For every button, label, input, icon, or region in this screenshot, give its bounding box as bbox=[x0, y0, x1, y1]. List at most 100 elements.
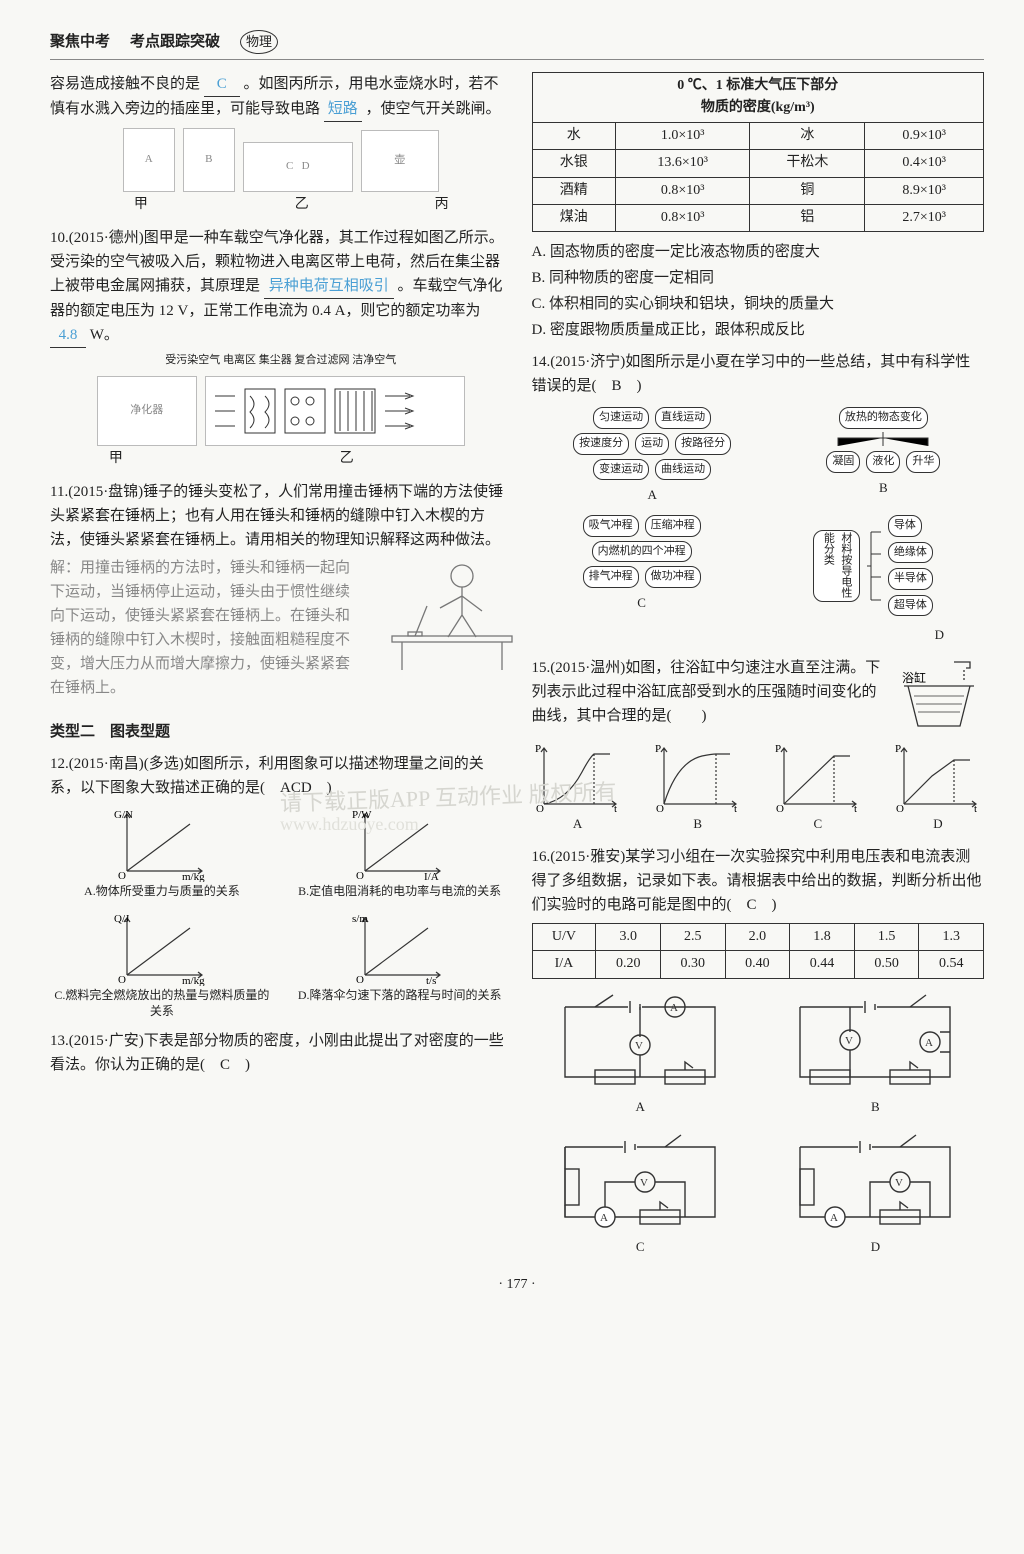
svg-text:A: A bbox=[600, 1212, 608, 1224]
q9-fig-labels: 甲 乙 丙 bbox=[50, 194, 512, 216]
q14-diagrams-row2: 吸气冲程 压缩冲程 内燃机的四个冲程 排气冲程 做功冲程 C 材料按导电性能分类 bbox=[532, 514, 984, 617]
q10-fig-jia: 净化器 bbox=[97, 376, 197, 446]
q9-blank-1: C bbox=[204, 72, 240, 97]
q11-person-svg bbox=[372, 546, 522, 676]
section-2-heading: 类型二 图表型题 bbox=[50, 720, 512, 744]
q10-text-c: W。 bbox=[90, 327, 119, 343]
page-footer: · 177 · bbox=[50, 1274, 984, 1296]
question-14: 14.(2015·济宁)如图所示是小夏在学习中的一些总结，其中有科学性错误的是(… bbox=[532, 350, 984, 646]
svg-text:A: A bbox=[670, 1002, 678, 1014]
svg-text:t: t bbox=[854, 803, 857, 814]
svg-text:浴缸: 浴缸 bbox=[902, 670, 926, 685]
table-row: 煤油0.8×10³ 铝2.7×10³ bbox=[532, 204, 983, 231]
q12-cap-b: B.定值电阻消耗的电功率与电流的关系 bbox=[298, 884, 501, 900]
q12-cap-c: C.燃料完全燃烧放出的热量与燃料质量的关系 bbox=[50, 988, 274, 1019]
table-row: 水1.0×10³ 冰0.9×10³ bbox=[532, 122, 983, 149]
svg-text:O: O bbox=[896, 803, 904, 814]
q14-diag-d: 材料按导电性能分类 导体 绝缘体 半导体 超导体 bbox=[812, 514, 934, 617]
question-9-continuation: 容易造成接触不良的是 C 。如图丙所示，用电水壶烧水时，若不慎有水溅入旁边的插座… bbox=[50, 72, 512, 216]
svg-text:t: t bbox=[734, 803, 737, 814]
table-row: I/A 0.200.30 0.400.44 0.500.54 bbox=[532, 951, 983, 978]
q13-options: A. 固态物质的密度一定比液态物质的密度大 B. 同种物质的密度一定相同 C. … bbox=[532, 240, 984, 342]
svg-text:V: V bbox=[845, 1035, 853, 1047]
svg-text:V: V bbox=[635, 1040, 643, 1052]
q13-opt-c: C. 体积相同的实心铜块和铝块，铜块的质量大 bbox=[532, 292, 984, 316]
q13-opt-a: A. 固态物质的密度一定比液态物质的密度大 bbox=[532, 240, 984, 264]
q15-bathtub-figure: 浴缸 bbox=[894, 656, 984, 736]
table-row: U/V 3.02.5 2.01.8 1.51.3 bbox=[532, 923, 983, 950]
q16-text: 16.(2015·雅安)某学习小组在一次实验探究中利用电压表和电流表测得了多组数… bbox=[532, 845, 984, 917]
svg-text:P/W: P/W bbox=[352, 809, 372, 821]
q13-text: 13.(2015·广安)下表是部分物质的密度，小刚由此提出了对密度的一些看法。你… bbox=[50, 1029, 512, 1077]
question-11: 11.(2015·盘锦)锤子的锤头变松了，人们常用撞击锤柄下端的方法使锤头紧紧套… bbox=[50, 480, 512, 700]
q10-fig-labels: 甲 乙 bbox=[50, 448, 512, 470]
svg-text:m/kg: m/kg bbox=[182, 871, 205, 882]
q15-curve-c: P O t C bbox=[772, 742, 864, 835]
q10-figure-row: 净化器 bbox=[50, 376, 512, 446]
svg-text:O: O bbox=[356, 870, 364, 882]
q16-data-table: U/V 3.02.5 2.01.8 1.51.3 I/A 0.200.30 0.… bbox=[532, 923, 984, 979]
svg-text:t: t bbox=[974, 803, 977, 814]
q15-curves: P O t A P O bbox=[532, 742, 984, 835]
q16-circuit-grid: A V A bbox=[532, 987, 984, 1259]
q12-graph-grid: G/N m/kg O A.物体所受重力与质量的关系 P/W I bbox=[50, 806, 512, 1019]
q14-label-d: D bbox=[935, 625, 944, 646]
q10-label-jia: 甲 bbox=[50, 448, 182, 470]
q9-fig-bing: 壶 bbox=[361, 130, 439, 192]
subject-badge: 物理 bbox=[240, 30, 278, 54]
q13-opt-d: D. 密度跟物质质量成正比，跟体积成反比 bbox=[532, 318, 984, 342]
q16-circuit-c: V A C bbox=[532, 1127, 749, 1258]
svg-text:A: A bbox=[925, 1037, 933, 1049]
q10-blank-1: 异种电荷互相吸引 bbox=[264, 274, 394, 299]
left-column: 容易造成接触不良的是 C 。如图丙所示，用电水壶烧水时，若不慎有水溅入旁边的插座… bbox=[50, 72, 512, 1268]
q16-circuit-b: V A B bbox=[767, 987, 984, 1118]
q15-curve-a: P O t A bbox=[532, 742, 624, 835]
q9-label-bing: 丙 bbox=[372, 194, 512, 216]
svg-text:P: P bbox=[655, 743, 661, 755]
q9-label-jia: 甲 bbox=[50, 194, 232, 216]
q9-text-c: ，使空气开关跳闸。 bbox=[366, 101, 501, 117]
question-15: 浴缸 15.(2015·温州)如图，往浴缸中匀速注水直至注满。下列表示此过程中浴… bbox=[532, 656, 984, 835]
page-header: 聚焦中考 考点跟踪突破 物理 bbox=[50, 30, 984, 60]
q9-figure-row: A B C D 壶 bbox=[50, 128, 512, 192]
svg-text:m/kg: m/kg bbox=[182, 975, 205, 986]
q10-purifier-svg bbox=[210, 381, 460, 441]
header-title-2: 考点跟踪突破 bbox=[130, 30, 220, 54]
q15-curve-d: P O t D bbox=[892, 742, 984, 835]
svg-text:O: O bbox=[536, 803, 544, 814]
q12-text: 12.(2015·南昌)(多选)如图所示，利用图象可以描述物理量之间的关系，以下… bbox=[50, 752, 512, 800]
svg-text:V: V bbox=[640, 1177, 648, 1189]
q12-graph-d: s/m t/s O D.降落伞匀速下落的路程与时间的关系 bbox=[288, 910, 512, 1019]
q9-fig-jia-b: B bbox=[183, 128, 235, 192]
svg-text:O: O bbox=[118, 974, 126, 986]
q9-text-a: 容易造成接触不良的是 bbox=[50, 76, 200, 92]
svg-text:O: O bbox=[656, 803, 664, 814]
q11-text: 11.(2015·盘锦)锤子的锤头变松了，人们常用撞击锤柄下端的方法使锤头紧紧套… bbox=[50, 480, 512, 552]
q11-answer: 解：用撞击锤柄的方法时，锤头和锤柄一起向下运动，当锤柄停止运动，锤头由于惯性继续… bbox=[50, 556, 355, 700]
density-table: 0 ℃、1 标准大气压下部分 物质的密度(kg/m³) 水1.0×10³ 冰0.… bbox=[532, 72, 984, 232]
q16-circuit-d: V A D bbox=[767, 1127, 984, 1258]
svg-text:O: O bbox=[118, 870, 126, 882]
q10-label-yi: 乙 bbox=[182, 448, 512, 470]
q12-graph-c: Q/J m/kg O C.燃料完全燃烧放出的热量与燃料质量的关系 bbox=[50, 910, 274, 1019]
q10-fig-top-labels: 受污染空气 电离区 集尘器 复合过滤网 洁净空气 bbox=[50, 352, 512, 370]
question-12: 12.(2015·南昌)(多选)如图所示，利用图象可以描述物理量之间的关系，以下… bbox=[50, 752, 512, 1019]
q12-cap-a: A.物体所受重力与质量的关系 bbox=[84, 884, 240, 900]
q16-circuit-a: A V A bbox=[532, 987, 749, 1118]
q14-text: 14.(2015·济宁)如图所示是小夏在学习中的一些总结，其中有科学性错误的是(… bbox=[532, 350, 984, 398]
question-13: 13.(2015·广安)下表是部分物质的密度，小刚由此提出了对密度的一些看法。你… bbox=[50, 1029, 512, 1077]
svg-text:V: V bbox=[895, 1177, 903, 1189]
right-column: 0 ℃、1 标准大气压下部分 物质的密度(kg/m³) 水1.0×10³ 冰0.… bbox=[532, 72, 984, 1268]
q14-diag-b: 放热的物态变化 凝固 液化 升华 B bbox=[823, 406, 943, 506]
table-row: 水银13.6×10³ 干松木0.4×10³ bbox=[532, 150, 983, 177]
q15-curve-b: P O t B bbox=[652, 742, 744, 835]
two-column-layout: 容易造成接触不良的是 C 。如图丙所示，用电水壶烧水时，若不慎有水溅入旁边的插座… bbox=[50, 72, 984, 1268]
svg-text:O: O bbox=[356, 974, 364, 986]
q9-fig-jia-a: A bbox=[123, 128, 175, 192]
density-title: 0 ℃、1 标准大气压下部分 物质的密度(kg/m³) bbox=[532, 73, 983, 123]
q9-blank-2: 短路 bbox=[324, 97, 362, 122]
q14-diag-c: 吸气冲程 压缩冲程 内燃机的四个冲程 排气冲程 做功冲程 C bbox=[582, 514, 702, 617]
svg-text:P: P bbox=[775, 743, 781, 755]
header-title-1: 聚焦中考 bbox=[50, 30, 110, 54]
svg-text:G/N: G/N bbox=[114, 809, 133, 821]
